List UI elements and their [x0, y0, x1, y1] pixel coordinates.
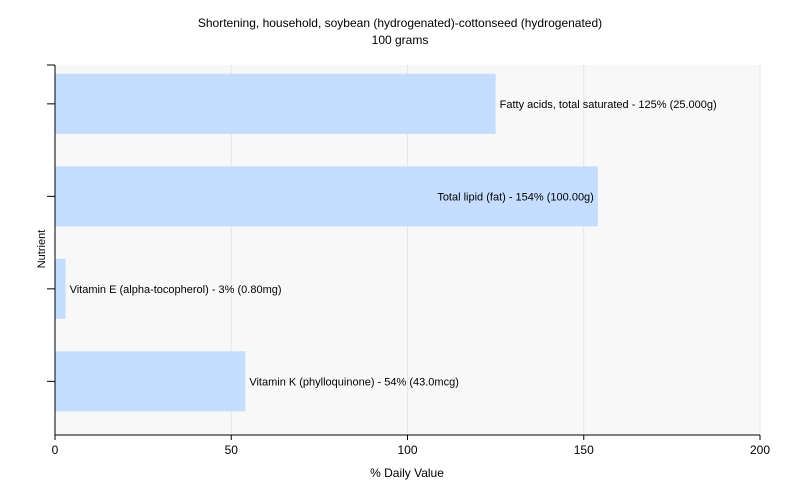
- x-tick-label: 50: [225, 443, 239, 457]
- bar-value-label: Fatty acids, total saturated - 125% (25.…: [500, 99, 717, 111]
- x-tick-label: 100: [397, 443, 417, 457]
- bar-value-label: Total lipid (fat) - 154% (100.00g): [437, 191, 594, 203]
- bar: [55, 73, 496, 134]
- bar-value-label: Vitamin E (alpha-tocopherol) - 3% (0.80m…: [70, 284, 282, 296]
- chart-title: Shortening, household, soybean (hydrogen…: [198, 16, 602, 30]
- y-axis-label: Nutrient: [36, 230, 48, 269]
- x-tick-label: 0: [52, 443, 59, 457]
- bar: [55, 166, 598, 227]
- x-tick-label: 150: [574, 443, 594, 457]
- x-axis-label: % Daily Value: [370, 466, 444, 480]
- bars-group: Fatty acids, total saturated - 125% (25.…: [55, 73, 717, 412]
- axes-group: 0 50 100 150 200: [47, 64, 770, 457]
- chart-subtitle: 100 grams: [372, 33, 429, 47]
- x-tick-label: 200: [750, 443, 770, 457]
- bar: [55, 258, 66, 319]
- bar: [55, 351, 246, 412]
- bar-value-label: Vitamin K (phylloquinone) - 54% (43.0mcg…: [249, 376, 459, 388]
